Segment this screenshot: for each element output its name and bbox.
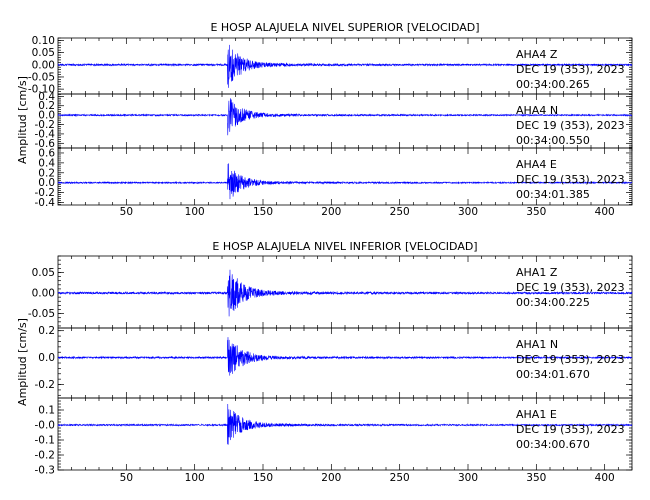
y-tick-label: -0.05: [28, 71, 55, 83]
y-tick-label: 0.6: [38, 147, 55, 159]
time-label: 00:34:01.670: [516, 368, 590, 381]
y-tick-label: -0.4: [35, 128, 56, 140]
x-tick-label: 150: [253, 472, 273, 484]
date-label: DEC 19 (353), 2023: [516, 353, 625, 366]
station-label: AHA1 Z: [516, 266, 558, 279]
y-axis-label: Amplitud [cm/s]: [16, 318, 29, 406]
y-tick-label: -0.05: [28, 308, 55, 320]
x-tick-label: 50: [120, 472, 133, 484]
panel-aha1-n: 0.2 0.0 -0.2 AHA1 N DEC 19 (353), 2023 00:34:…: [35, 325, 633, 399]
y-tick-label: 0.10: [32, 35, 55, 47]
y-tick-label: 0.0: [38, 177, 55, 189]
y-tick-label: 0.2: [38, 325, 55, 337]
station-label: AHA4 N: [516, 104, 558, 117]
chart-inferior: E HOSP ALAJUELA NIVEL INFERIOR [VELOCIDA…: [16, 240, 633, 484]
waveform-trace: [57, 337, 633, 376]
x-tick-label: 400: [595, 472, 615, 484]
y-tick-label: 0.2: [38, 100, 55, 112]
y-tick-label: -0.4: [35, 197, 56, 209]
station-label: AHA1 E: [516, 408, 557, 421]
y-tick-label: 0.05: [32, 47, 55, 59]
time-label: 00:34:01.385: [516, 188, 590, 201]
x-tick-label: 250: [390, 206, 410, 218]
date-label: DEC 19 (353), 2023: [516, 281, 625, 294]
date-label: DEC 19 (353), 2023: [516, 173, 625, 186]
panel-aha1-z: 0.05 0.00 -0.05 AHA1 Z DEC 19 (353), 2023 00:…: [28, 255, 633, 329]
y-tick-label: -0.10: [28, 84, 55, 96]
y-tick-label: -0.3: [35, 465, 56, 477]
chart-superior: E HOSP ALAJUELA NIVEL SUPERIOR [VELOCIDA…: [16, 21, 633, 218]
x-tick-label: 200: [321, 472, 341, 484]
x-tick-label: 100: [185, 472, 205, 484]
y-tick-label: 0.00: [32, 288, 55, 300]
y-tick-label: 0.00: [32, 59, 55, 71]
waveform-trace: [57, 404, 633, 445]
x-tick-label: 250: [390, 472, 410, 484]
panel-aha4-z: 0.100.050.00-0.05-0.10 AHA4 Z DEC 19 (353)…: [28, 35, 633, 96]
x-tick-label: 150: [253, 206, 273, 218]
y-tick-label: 0.2: [38, 167, 55, 179]
y-tick-label: 0.0: [38, 352, 55, 364]
panel-aha4-n: 0.40.20.0-0.2-0.4-0.6 AHA4 N DEC 19 (353),…: [35, 91, 633, 150]
x-tick-label: 200: [321, 206, 341, 218]
panel-aha1-e: 0.1 -0.0 -0.1 -0.2 -0.3 AHA1 E DEC 19 (353), 2…: [35, 397, 633, 477]
y-tick-label: -0.2: [35, 119, 56, 131]
station-label: AHA4 E: [516, 158, 557, 171]
y-tick-label: -0.0: [35, 420, 56, 432]
y-tick-label: -0.6: [35, 138, 56, 150]
date-label: DEC 19 (353), 2023: [516, 63, 625, 76]
y-tick-label: 0.0: [38, 110, 55, 122]
x-tick-label: 350: [526, 472, 546, 484]
time-label: 00:34:00.225: [516, 296, 590, 309]
x-tick-label: 100: [185, 206, 205, 218]
y-tick-label: -0.2: [35, 187, 56, 199]
waveform-trace: [57, 44, 633, 88]
time-label: 00:34:00.670: [516, 438, 590, 451]
x-tick-label: 300: [458, 206, 478, 218]
y-tick-label: 0.05: [32, 267, 55, 279]
x-tick-label: 300: [458, 472, 478, 484]
y-tick-label: -0.1: [35, 435, 56, 447]
waveform-trace: [57, 163, 633, 200]
chart-title: E HOSP ALAJUELA NIVEL SUPERIOR [VELOCIDA…: [210, 21, 479, 34]
waveform-trace: [57, 98, 633, 136]
waveform-trace: [57, 269, 633, 317]
chart-title: E HOSP ALAJUELA NIVEL INFERIOR [VELOCIDA…: [212, 240, 477, 253]
time-label: 00:34:00.265: [516, 78, 590, 91]
y-tick-label: -0.2: [35, 450, 56, 462]
x-tick-label: 50: [120, 206, 133, 218]
time-label: 00:34:00.550: [516, 134, 590, 147]
x-tick-label: 350: [526, 206, 546, 218]
station-label: AHA4 Z: [516, 48, 558, 61]
y-tick-label: 0.4: [38, 157, 55, 169]
x-tick-label: 400: [595, 206, 615, 218]
panel-aha4-e: 0.60.40.20.0-0.2-0.4 AHA4 E DEC 19 (353), …: [35, 147, 633, 209]
y-tick-label: -0.2: [35, 379, 56, 391]
station-label: AHA1 N: [516, 338, 558, 351]
date-label: DEC 19 (353), 2023: [516, 119, 625, 132]
date-label: DEC 19 (353), 2023: [516, 423, 625, 436]
y-axis-label: Amplitud [cm/s]: [16, 76, 29, 164]
y-tick-label: 0.4: [38, 91, 55, 103]
y-tick-label: 0.1: [38, 405, 55, 417]
